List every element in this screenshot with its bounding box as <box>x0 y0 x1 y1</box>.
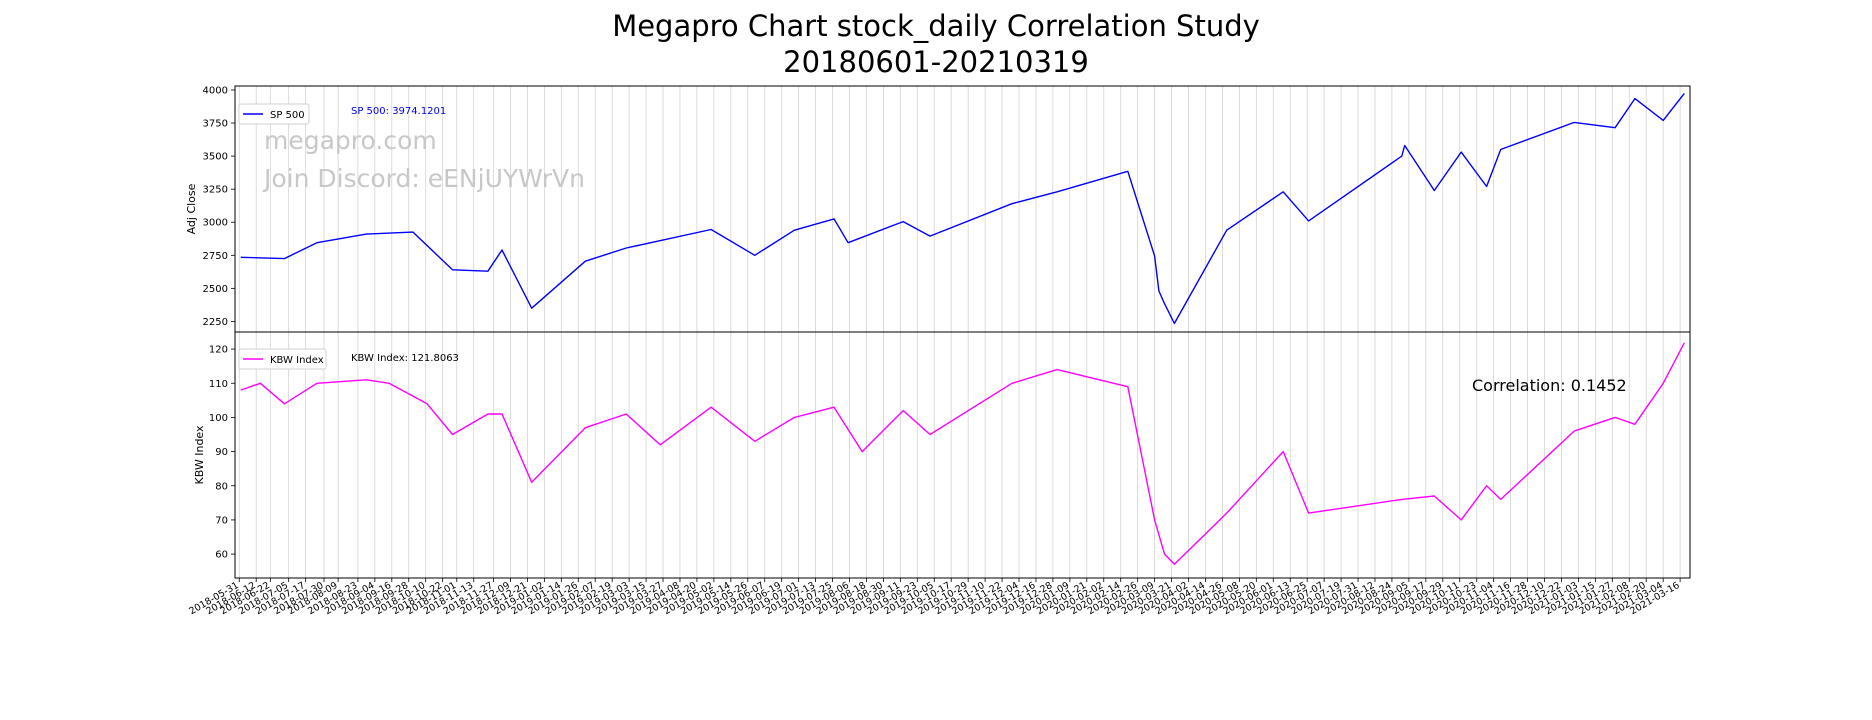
y-tick-label: 60 <box>215 550 228 561</box>
sp500-y-axis: 2250 2500 2750 3000 3250 3500 3750 4000 <box>203 85 235 328</box>
y-tick-label: 80 <box>215 481 228 492</box>
kbw-y-axis: 60 70 80 90 100 110 120 <box>209 345 235 561</box>
sp500-line <box>240 92 1685 325</box>
kbw-last-value: KBW Index: 121.8063 <box>351 353 459 364</box>
y-tick-label: 90 <box>215 447 228 458</box>
chart-subtitle: 20180601-20210319 <box>783 45 1089 79</box>
y-tick-label: 100 <box>209 413 228 424</box>
x-grid <box>238 86 1681 578</box>
x-axis: 2018-05-312018-06-122018-06-222018-07-05… <box>187 578 1682 617</box>
sp500-legend-box <box>238 103 310 125</box>
y-tick-label: 2500 <box>203 284 228 295</box>
kbw-line <box>240 342 1685 565</box>
y-tick-label: 2250 <box>203 317 228 328</box>
y-tick-label: 3250 <box>203 185 228 196</box>
kbw-plot-frame <box>234 331 1691 579</box>
kbw-legend: KBW Index <box>238 348 327 370</box>
y-tick-label: 120 <box>209 345 228 356</box>
sp500-legend: SP 500 <box>238 103 310 125</box>
kbw-panel: 60 70 80 90 100 110 120 KBW Index KBW Index KB… <box>193 331 1691 579</box>
sp500-plot-frame <box>234 85 1691 333</box>
chart-title: Megapro Chart stock_daily Correlation St… <box>612 9 1260 43</box>
y-tick-label: 3500 <box>203 152 228 163</box>
sp500-panel: 2250 2500 2750 3000 3250 3500 3750 4000 Adj Clo… <box>185 85 1691 333</box>
kbw-y-axis-label: KBW Index <box>193 425 206 485</box>
y-tick-label: 3000 <box>203 218 228 229</box>
y-tick-label: 4000 <box>203 85 228 96</box>
y-tick-label: 70 <box>215 515 228 526</box>
watermark-site: megapro.com <box>264 126 437 155</box>
sp500-legend-label: SP 500 <box>270 110 305 121</box>
kbw-legend-label: KBW Index <box>270 355 324 366</box>
watermark-discord: Join Discord: eENjUYWrVn <box>262 164 585 193</box>
y-tick-label: 110 <box>209 379 228 390</box>
correlation-label: Correlation: 0.1452 <box>1472 376 1627 395</box>
sp500-y-axis-label: Adj Close <box>185 183 198 234</box>
y-tick-label: 2750 <box>203 251 228 262</box>
y-tick-label: 3750 <box>203 119 228 130</box>
kbw-legend-box <box>238 348 327 370</box>
sp500-last-value: SP 500: 3974.1201 <box>351 106 446 117</box>
